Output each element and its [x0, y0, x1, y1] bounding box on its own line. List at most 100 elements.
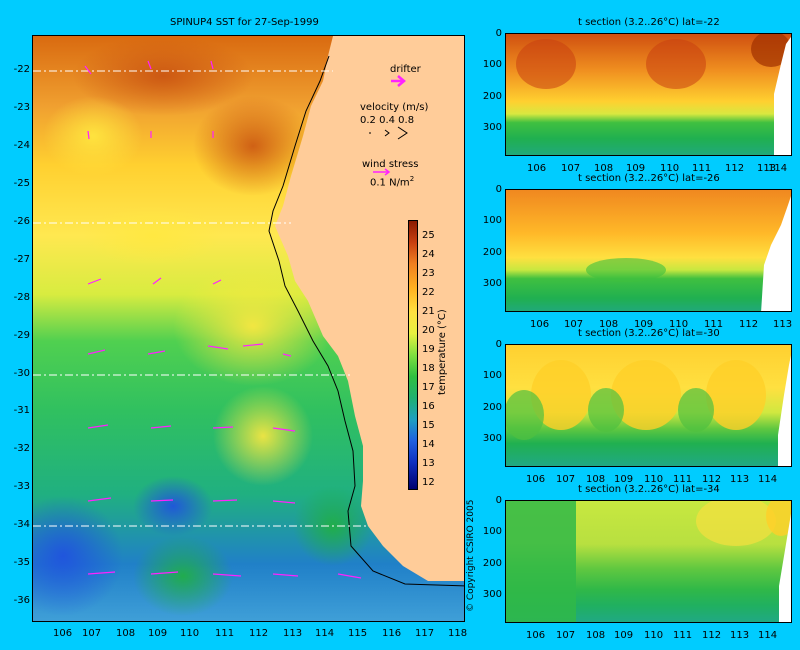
section-3-y-tick: 0 [495, 339, 502, 350]
map-x-tick: 114 [315, 628, 335, 639]
section-1-x-tick: 111 [692, 163, 712, 174]
map-x-tick: 113 [283, 628, 303, 639]
section-3-canvas [506, 345, 791, 466]
section-4-x-tick: 108 [586, 630, 606, 641]
section-3-x-tick: 108 [586, 474, 606, 485]
section-2-y-tick: 300 [482, 278, 502, 289]
wind-stress-legend-title: wind stress [362, 159, 419, 170]
map-x-tick: 108 [116, 628, 136, 639]
velocity-arrow [87, 278, 102, 285]
map-y-tick: -31 [13, 405, 30, 416]
section-1-y-tick: 300 [482, 122, 502, 133]
section-2-y-tick: 0 [495, 184, 502, 195]
map-y-tick: -35 [13, 557, 30, 568]
colorbar-tick: 16 [422, 401, 435, 412]
section-2-title: t section (3.2..26°C) lat=-26 [578, 173, 720, 184]
section-2-x-tick: 109 [634, 319, 654, 330]
map-x-tick: 116 [382, 628, 402, 639]
colorbar-tick: 20 [422, 325, 435, 336]
section-4-x-tick: 109 [614, 630, 634, 641]
colorbar-tick: 14 [422, 439, 435, 450]
section-4-plot [505, 500, 792, 623]
colorbar-tick: 15 [422, 420, 435, 431]
section-4-x-tick: 111 [673, 630, 693, 641]
map-x-tick: 118 [448, 628, 468, 639]
temperature-colorbar [408, 220, 418, 490]
map-x-tick: 107 [82, 628, 102, 639]
section-2-x-tick: 112 [739, 319, 759, 330]
section-1-x-tick: 109 [626, 163, 646, 174]
section-3-x-tick: 109 [614, 474, 634, 485]
map-y-tick: -28 [13, 292, 30, 303]
colorbar-label: temperature (°C) [437, 309, 448, 395]
section-4-x-tick: 114 [758, 630, 778, 641]
map-y-tick: -26 [13, 216, 30, 227]
map-x-tick: 115 [348, 628, 368, 639]
section-3-x-tick: 114 [758, 474, 778, 485]
velocity-arrow [272, 427, 296, 432]
map-y-tick: -27 [13, 254, 30, 265]
map-y-tick: -32 [13, 443, 30, 454]
section-1-y-tick: 200 [482, 91, 502, 102]
section-2-y-tick: 100 [482, 215, 502, 226]
velocity-arrow [242, 343, 264, 347]
section-1-x-tick: 108 [594, 163, 614, 174]
section-4-x-tick: 112 [702, 630, 722, 641]
section-2-x-tick: 110 [669, 319, 689, 330]
section-1-x-tick: 110 [660, 163, 680, 174]
section-1-y-tick: 100 [482, 59, 502, 70]
section-3-x-tick: 113 [730, 474, 750, 485]
section-4-x-tick: 113 [730, 630, 750, 641]
velocity-arrow [152, 277, 162, 285]
section-3-x-tick: 106 [526, 474, 546, 485]
velocity-scale-arrows [369, 126, 408, 140]
section-2-plot [505, 189, 792, 312]
sst-map-canvas [33, 36, 464, 621]
map-y-tick: -36 [13, 595, 30, 606]
velocity-arrow [212, 279, 222, 285]
section-3-x-tick: 111 [673, 474, 693, 485]
colorbar-tick: 18 [422, 363, 435, 374]
velocity-arrow [87, 571, 116, 575]
section-1-title: t section (3.2..26°C) lat=-22 [578, 17, 720, 28]
colorbar-tick: 17 [422, 382, 435, 393]
section-1-x-tick: 106 [527, 163, 547, 174]
colorbar-tick: 13 [422, 458, 435, 469]
map-y-tick: -29 [13, 330, 30, 341]
velocity-arrow [337, 573, 362, 579]
colorbar-tick: 25 [422, 230, 435, 241]
velocity-arrow [282, 353, 292, 357]
map-x-tick: 111 [215, 628, 235, 639]
section-2-x-tick: 106 [530, 319, 550, 330]
velocity-legend-title: velocity (m/s) [360, 102, 429, 113]
section-1-canvas [506, 34, 791, 155]
drifter-legend-label: drifter [390, 64, 421, 75]
section-2-y-tick: 200 [482, 247, 502, 258]
section-3-title: t section (3.2..26°C) lat=-30 [578, 328, 720, 339]
map-y-tick: -23 [13, 102, 30, 113]
velocity-arrow [147, 350, 166, 355]
section-1-y-tick: 0 [495, 28, 502, 39]
section-1-x-tick: 113 [757, 163, 777, 174]
section-4-title: t section (3.2..26°C) lat=-34 [578, 484, 720, 495]
colorbar-tick: 24 [422, 249, 435, 260]
section-1-x-tick: 114 [768, 163, 788, 174]
section-4-x-tick: 107 [556, 630, 576, 641]
velocity-arrow [150, 571, 179, 575]
velocity-arrow [84, 65, 92, 75]
section-3-x-tick: 110 [644, 474, 664, 485]
colorbar-tick: 21 [422, 306, 435, 317]
section-3-y-tick: 300 [482, 433, 502, 444]
section-1-x-tick: 112 [725, 163, 745, 174]
map-y-tick: -34 [13, 519, 30, 530]
velocity-legend-scale: 0.2 0.4 0.8 [360, 115, 415, 126]
map-x-tick: 109 [148, 628, 168, 639]
map-y-tick: -22 [13, 64, 30, 75]
section-4-x-tick: 110 [644, 630, 664, 641]
section-4-x-tick: 106 [526, 630, 546, 641]
section-4-canvas [506, 501, 791, 622]
colorbar-tick: 22 [422, 287, 435, 298]
map-x-tick: 106 [53, 628, 73, 639]
colorbar-tick: 23 [422, 268, 435, 279]
colorbar-tick: 12 [422, 477, 435, 488]
